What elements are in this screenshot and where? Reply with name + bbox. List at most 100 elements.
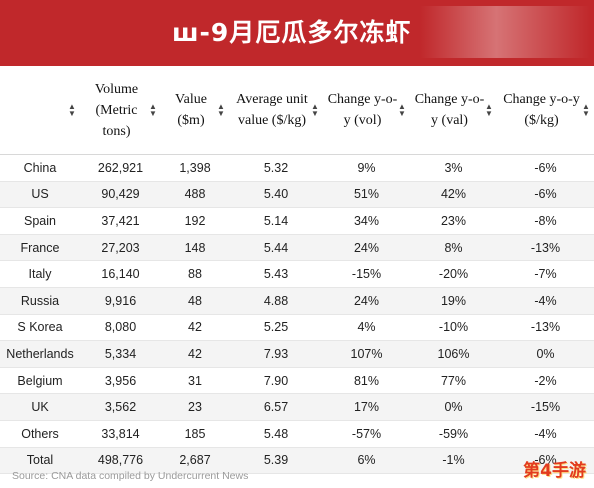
cell-change-vol: 6% [323, 447, 410, 475]
cell-value: 2,687 [161, 447, 229, 475]
cell-unit-value: 5.14 [229, 207, 323, 235]
cell-change-val: -20% [410, 260, 497, 288]
cell-change-val: 0% [410, 393, 497, 421]
table-row: Netherlands 5,334 42 7.93 107% 106% 0% [0, 340, 594, 368]
column-header-label: Value ($m) [175, 92, 207, 128]
table-header-row: ▲ ▼ Volume (Metric tons) ▲ ▼ Value ($m) ▲ ▼… [0, 66, 594, 155]
sort-icon[interactable]: ▲ ▼ [582, 102, 590, 118]
cell-volume: 33,814 [80, 420, 161, 448]
table-row: Russia 9,916 48 4.88 24% 19% -4% [0, 287, 594, 315]
table-row: France 27,203 148 5.44 24% 8% -13% [0, 234, 594, 262]
column-header-label: Change y-o-y (vol) [327, 92, 398, 128]
shrimp-export-table: ▲ ▼ Volume (Metric tons) ▲ ▼ Value ($m) ▲ ▼… [0, 66, 594, 475]
banner-title: ш-9月厄瓜多尔冻虾 [172, 18, 412, 47]
cell-change-unit: -6% [497, 447, 594, 475]
cell-country: Italy [0, 260, 80, 288]
cell-change-vol: 81% [323, 367, 410, 395]
cell-value: 42 [161, 314, 229, 342]
cell-unit-value: 7.93 [229, 340, 323, 368]
cell-change-val: 8% [410, 234, 497, 262]
cell-change-unit: -4% [497, 420, 594, 448]
cell-unit-value: 4.88 [229, 287, 323, 315]
sort-icon[interactable]: ▲ ▼ [398, 102, 406, 118]
table-row: Others 33,814 185 5.48 -57% -59% -4% [0, 420, 594, 448]
cell-change-vol: 9% [323, 154, 410, 182]
column-header-unit-value[interactable]: Average unit value ($/kg) ▲ ▼ [229, 66, 323, 155]
cell-change-vol: 17% [323, 393, 410, 421]
watermark-logo: 第4手游 [523, 461, 586, 481]
column-header-label: Change y-o-y (val) [414, 92, 485, 128]
cell-change-vol: 24% [323, 234, 410, 262]
cell-change-unit: -13% [497, 234, 594, 262]
cell-country: Total [0, 447, 80, 475]
cell-unit-value: 6.57 [229, 393, 323, 421]
source-note: Source: CNA data compiled by Undercurren… [12, 470, 249, 482]
cell-unit-value: 5.32 [229, 154, 323, 182]
sort-icon[interactable]: ▲ ▼ [68, 102, 76, 118]
column-header-label: Volume (Metric tons) [94, 81, 139, 139]
cell-change-unit: -7% [497, 260, 594, 288]
sort-icon[interactable]: ▲ ▼ [217, 102, 225, 118]
cell-volume: 27,203 [80, 234, 161, 262]
cell-value: 185 [161, 420, 229, 448]
cell-change-vol: 4% [323, 314, 410, 342]
cell-country: Russia [0, 287, 80, 315]
cell-unit-value: 5.48 [229, 420, 323, 448]
cell-change-unit: -2% [497, 367, 594, 395]
cell-country: S Korea [0, 314, 80, 342]
cell-unit-value: 5.40 [229, 181, 323, 209]
cell-volume: 8,080 [80, 314, 161, 342]
column-header-label: Change y-o-y ($/kg) [503, 92, 580, 128]
sort-icon[interactable]: ▲ ▼ [485, 102, 493, 118]
column-header-label: Average unit value ($/kg) [236, 92, 308, 128]
cell-volume: 9,916 [80, 287, 161, 315]
column-header-change-unit[interactable]: Change y-o-y ($/kg) ▲ ▼ [497, 66, 594, 155]
column-header-change-val[interactable]: Change y-o-y (val) ▲ ▼ [410, 66, 497, 155]
cell-change-unit: -15% [497, 393, 594, 421]
table-body: China 262,921 1,398 5.32 9% 3% -6% US 90,429 488 5… [0, 154, 594, 475]
cell-volume: 3,562 [80, 393, 161, 421]
cell-volume: 16,140 [80, 260, 161, 288]
column-header-change-vol[interactable]: Change y-o-y (vol) ▲ ▼ [323, 66, 410, 155]
cell-value: 48 [161, 287, 229, 315]
cell-change-vol: 107% [323, 340, 410, 368]
cell-change-unit: -4% [497, 287, 594, 315]
banner-glare [420, 6, 590, 58]
cell-change-val: 77% [410, 367, 497, 395]
table-row: Spain 37,421 192 5.14 34% 23% -8% [0, 207, 594, 235]
cell-change-vol: -57% [323, 420, 410, 448]
cell-change-vol: -15% [323, 260, 410, 288]
header-banner: ш-9月厄瓜多尔冻虾 [0, 0, 594, 66]
cell-value: 31 [161, 367, 229, 395]
cell-change-unit: -8% [497, 207, 594, 235]
sort-icon[interactable]: ▲ ▼ [149, 102, 157, 118]
table-row: US 90,429 488 5.40 51% 42% -6% [0, 181, 594, 209]
cell-change-val: 106% [410, 340, 497, 368]
cell-volume: 262,921 [80, 154, 161, 182]
column-header-value[interactable]: Value ($m) ▲ ▼ [161, 66, 229, 155]
cell-value: 42 [161, 340, 229, 368]
cell-unit-value: 5.43 [229, 260, 323, 288]
cell-country: US [0, 181, 80, 209]
cell-change-val: -10% [410, 314, 497, 342]
cell-country: Belgium [0, 367, 80, 395]
cell-country: Spain [0, 207, 80, 235]
cell-change-val: 19% [410, 287, 497, 315]
cell-unit-value: 7.90 [229, 367, 323, 395]
cell-volume: 90,429 [80, 181, 161, 209]
cell-change-val: 23% [410, 207, 497, 235]
cell-change-vol: 34% [323, 207, 410, 235]
cell-change-val: -59% [410, 420, 497, 448]
cell-change-val: -1% [410, 447, 497, 475]
table-row: Belgium 3,956 31 7.90 81% 77% -2% [0, 367, 594, 395]
sort-icon[interactable]: ▲ ▼ [311, 102, 319, 118]
cell-change-vol: 24% [323, 287, 410, 315]
column-header-country[interactable]: ▲ ▼ [0, 66, 80, 155]
cell-value: 88 [161, 260, 229, 288]
cell-value: 488 [161, 181, 229, 209]
cell-value: 192 [161, 207, 229, 235]
cell-value: 23 [161, 393, 229, 421]
table-row: Total 498,776 2,687 5.39 6% -1% -6% [0, 447, 594, 475]
cell-unit-value: 5.44 [229, 234, 323, 262]
column-header-volume[interactable]: Volume (Metric tons) ▲ ▼ [80, 66, 161, 155]
